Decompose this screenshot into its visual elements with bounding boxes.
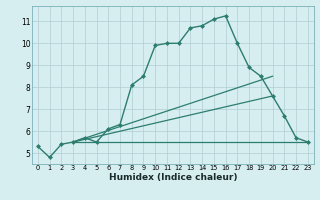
X-axis label: Humidex (Indice chaleur): Humidex (Indice chaleur) [108, 173, 237, 182]
